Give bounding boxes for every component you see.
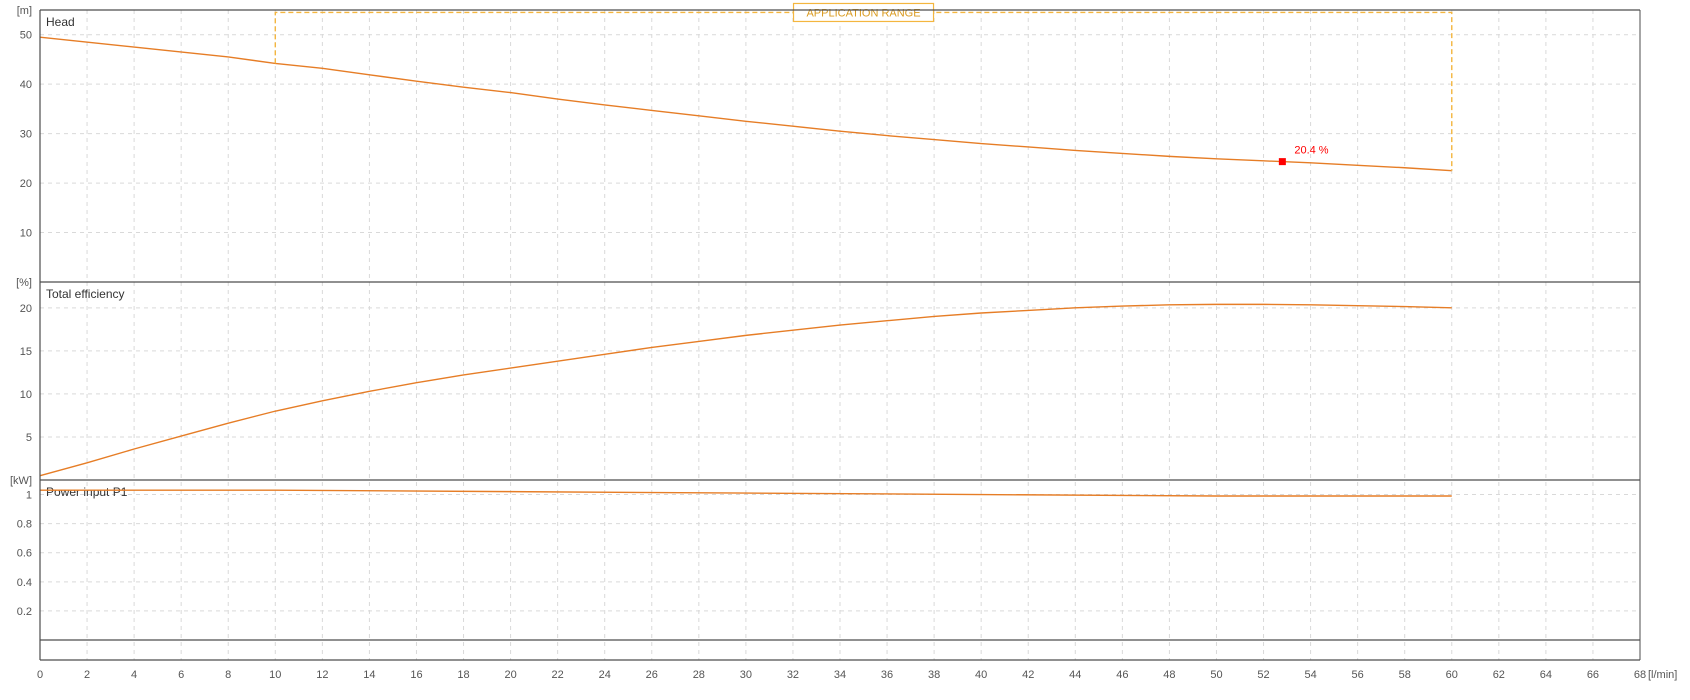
svg-text:56: 56 xyxy=(1352,669,1364,681)
svg-text:22: 22 xyxy=(552,669,564,681)
svg-text:APPLICATION RANGE: APPLICATION RANGE xyxy=(806,7,920,19)
svg-text:20.4 %: 20.4 % xyxy=(1294,145,1328,157)
chart-svg: 1020304050[m]HeadAPPLICATION RANGE20.4 %… xyxy=(0,0,1690,700)
svg-text:Power input P1: Power input P1 xyxy=(46,485,128,499)
svg-text:38: 38 xyxy=(928,669,940,681)
svg-text:54: 54 xyxy=(1304,669,1316,681)
svg-text:44: 44 xyxy=(1069,669,1081,681)
svg-text:50: 50 xyxy=(20,30,32,42)
svg-text:0: 0 xyxy=(37,669,43,681)
svg-text:2: 2 xyxy=(84,669,90,681)
svg-text:Total efficiency: Total efficiency xyxy=(46,287,125,301)
svg-text:[%]: [%] xyxy=(16,277,32,289)
svg-text:66: 66 xyxy=(1587,669,1599,681)
svg-text:10: 10 xyxy=(20,228,32,240)
svg-text:52: 52 xyxy=(1257,669,1269,681)
pump-curve-chart: 1020304050[m]HeadAPPLICATION RANGE20.4 %… xyxy=(0,0,1690,700)
svg-text:1: 1 xyxy=(26,490,32,502)
svg-text:46: 46 xyxy=(1116,669,1128,681)
svg-text:42: 42 xyxy=(1022,669,1034,681)
svg-text:40: 40 xyxy=(20,79,32,91)
svg-text:0.2: 0.2 xyxy=(17,606,32,618)
svg-text:16: 16 xyxy=(410,669,422,681)
svg-text:0.4: 0.4 xyxy=(17,577,32,589)
svg-text:[l/min]: [l/min] xyxy=(1648,669,1677,681)
svg-text:20: 20 xyxy=(20,303,32,315)
svg-text:40: 40 xyxy=(975,669,987,681)
svg-text:12: 12 xyxy=(316,669,328,681)
svg-text:26: 26 xyxy=(646,669,658,681)
svg-text:58: 58 xyxy=(1399,669,1411,681)
svg-text:20: 20 xyxy=(504,669,516,681)
svg-text:0.8: 0.8 xyxy=(17,519,32,531)
svg-text:50: 50 xyxy=(1210,669,1222,681)
svg-text:5: 5 xyxy=(26,432,32,444)
svg-text:[m]: [m] xyxy=(17,5,32,17)
svg-text:32: 32 xyxy=(787,669,799,681)
svg-text:34: 34 xyxy=(834,669,846,681)
svg-text:8: 8 xyxy=(225,669,231,681)
svg-text:28: 28 xyxy=(693,669,705,681)
svg-text:30: 30 xyxy=(20,129,32,141)
svg-text:20: 20 xyxy=(20,178,32,190)
svg-text:[kW]: [kW] xyxy=(10,475,32,487)
svg-text:36: 36 xyxy=(881,669,893,681)
svg-text:10: 10 xyxy=(269,669,281,681)
svg-text:48: 48 xyxy=(1163,669,1175,681)
svg-text:6: 6 xyxy=(178,669,184,681)
svg-text:60: 60 xyxy=(1446,669,1458,681)
svg-text:68: 68 xyxy=(1634,669,1646,681)
svg-text:18: 18 xyxy=(457,669,469,681)
svg-text:15: 15 xyxy=(20,346,32,358)
svg-text:10: 10 xyxy=(20,389,32,401)
svg-text:24: 24 xyxy=(599,669,611,681)
svg-text:30: 30 xyxy=(740,669,752,681)
svg-text:Head: Head xyxy=(46,15,75,29)
svg-text:62: 62 xyxy=(1493,669,1505,681)
svg-text:14: 14 xyxy=(363,669,375,681)
svg-text:64: 64 xyxy=(1540,669,1552,681)
svg-text:4: 4 xyxy=(131,669,137,681)
svg-text:0.6: 0.6 xyxy=(17,548,32,560)
